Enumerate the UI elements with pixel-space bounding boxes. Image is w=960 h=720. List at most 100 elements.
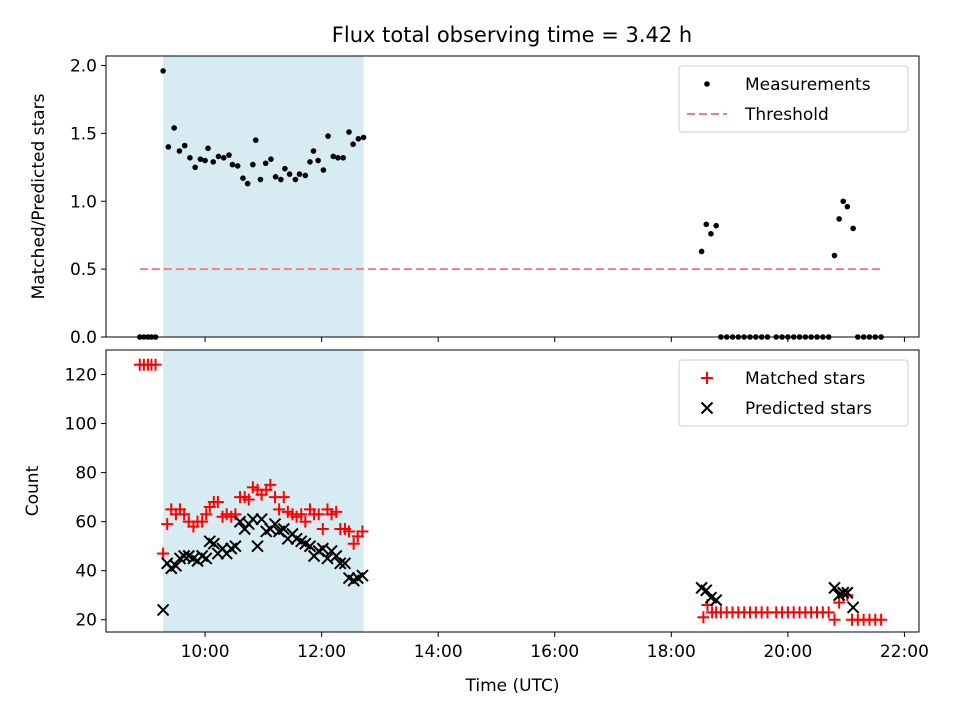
y-tick-label: 2.0 bbox=[70, 57, 97, 77]
y-tick-label: 1.0 bbox=[70, 192, 97, 212]
predicted-stars-point bbox=[334, 557, 347, 570]
measurements-point bbox=[836, 216, 842, 222]
predicted-stars-point bbox=[841, 586, 854, 599]
measurements-point bbox=[176, 148, 183, 154]
measurements-point bbox=[262, 160, 269, 167]
x-tick-label: 22:00 bbox=[880, 642, 929, 662]
predicted-stars-point bbox=[303, 539, 317, 553]
measurements-point bbox=[713, 222, 719, 229]
measurements-point bbox=[296, 171, 303, 177]
x-tick-label: 10:00 bbox=[181, 642, 230, 662]
x-axis-label: Time (UTC) bbox=[465, 676, 560, 696]
x-tick-label: 20:00 bbox=[763, 642, 812, 662]
matched-stars-point bbox=[316, 523, 329, 536]
measurements-point bbox=[360, 134, 367, 141]
measurements-point bbox=[160, 68, 166, 74]
measurements-point bbox=[215, 153, 222, 160]
measurements-point bbox=[171, 125, 177, 131]
measurements-point bbox=[226, 152, 232, 158]
measurements-point bbox=[202, 157, 208, 164]
matched-stars-point bbox=[157, 547, 170, 560]
top-axes-frame bbox=[105, 55, 920, 338]
y-tick-label: 0.0 bbox=[70, 328, 97, 348]
bottom-observing-window-span bbox=[163, 350, 364, 632]
matched-stars-point bbox=[200, 508, 213, 521]
y-tick-label: 120 bbox=[65, 366, 97, 386]
bottom-axes: 20 40 60 80 100 120 10:00 12:00 14:00 16:00 18:00 2… bbox=[23, 349, 929, 696]
matched-stars-point bbox=[149, 358, 162, 371]
matched-stars-point bbox=[277, 491, 290, 504]
matched-stars-point bbox=[833, 596, 846, 609]
matched-stars-point bbox=[697, 611, 710, 624]
matched-stars-point bbox=[312, 508, 325, 521]
measurements-point bbox=[315, 157, 321, 164]
legend-marker-predicted-stars bbox=[700, 401, 714, 415]
measurements-point bbox=[197, 156, 204, 162]
matched-stars-point bbox=[273, 503, 286, 516]
predicted-stars-point bbox=[156, 603, 170, 617]
matched-stars-point bbox=[822, 606, 835, 619]
x-tick-label: 14:00 bbox=[414, 642, 463, 662]
legend-marker-measurements bbox=[704, 81, 710, 87]
measurements-point bbox=[302, 172, 309, 179]
measurements-point bbox=[272, 174, 279, 180]
measurements-point bbox=[320, 167, 327, 173]
predicted-stars-point bbox=[233, 515, 247, 528]
measurements-point bbox=[335, 155, 341, 161]
legend-entry-matched-stars: Matched stars bbox=[701, 369, 865, 389]
y-tick-label: 1.5 bbox=[70, 124, 97, 144]
measurements-point bbox=[350, 141, 356, 148]
measurements-point bbox=[340, 155, 346, 161]
predicted-stars-point bbox=[338, 557, 352, 570]
predicted-stars-point bbox=[828, 581, 841, 595]
matched-stars-point bbox=[330, 505, 343, 518]
measurements-point bbox=[330, 153, 337, 160]
measurements-point bbox=[708, 231, 714, 237]
measurements-point bbox=[192, 164, 198, 171]
measurements-point bbox=[252, 137, 259, 143]
y-tick-label: 40 bbox=[75, 562, 97, 582]
predicted-stars-point bbox=[356, 569, 369, 582]
measurements-point bbox=[346, 129, 352, 135]
measurements-point bbox=[292, 176, 299, 183]
top-series bbox=[137, 68, 884, 340]
y-tick-label: 60 bbox=[75, 513, 97, 533]
predicted-stars-point bbox=[229, 539, 242, 553]
matched-stars-point bbox=[196, 515, 209, 528]
x-tick-label: 18:00 bbox=[647, 642, 696, 662]
measurements-point bbox=[698, 248, 705, 255]
matched-stars-point bbox=[211, 496, 224, 509]
matched-stars-point bbox=[347, 537, 360, 550]
legend-label-measurements: Measurements bbox=[745, 75, 871, 95]
y-tick-label: 80 bbox=[75, 464, 97, 484]
predicted-stars-point bbox=[709, 593, 723, 607]
measurements-point bbox=[244, 180, 251, 187]
x-tick-label: 16:00 bbox=[530, 642, 579, 662]
bottom-ticks: 20 40 60 80 100 120 10:00 12:00 14:00 16:00 18:00 2… bbox=[65, 366, 929, 662]
bottom-axes-frame bbox=[105, 349, 920, 633]
predicted-stars-point bbox=[207, 537, 221, 550]
matched-stars-point bbox=[178, 508, 191, 521]
matched-stars-point bbox=[299, 515, 312, 528]
matched-stars-point bbox=[242, 493, 255, 506]
y-tick-label: 0.5 bbox=[70, 260, 97, 280]
bottom-series bbox=[133, 358, 888, 626]
legend-marker-matched-stars bbox=[701, 372, 713, 384]
measurements-point bbox=[310, 148, 317, 154]
measurements-point bbox=[205, 145, 211, 152]
matched-stars-point bbox=[264, 478, 277, 491]
measurements-point bbox=[181, 142, 188, 149]
top-observing-window-span bbox=[163, 56, 364, 337]
measurements-point bbox=[840, 198, 847, 205]
top-legend: Measurements Threshold bbox=[678, 65, 909, 133]
predicted-stars-point bbox=[837, 586, 850, 599]
top-y-axis-label: Matched/Predicted stars bbox=[29, 93, 49, 299]
measurements-point bbox=[240, 175, 246, 181]
matched-stars-point bbox=[828, 613, 841, 626]
predicted-stars-point bbox=[277, 522, 290, 536]
predicted-stars-point bbox=[251, 539, 264, 553]
predicted-stars-point bbox=[316, 542, 330, 555]
legend-label-threshold: Threshold bbox=[744, 105, 829, 125]
measurements-point bbox=[831, 252, 838, 259]
